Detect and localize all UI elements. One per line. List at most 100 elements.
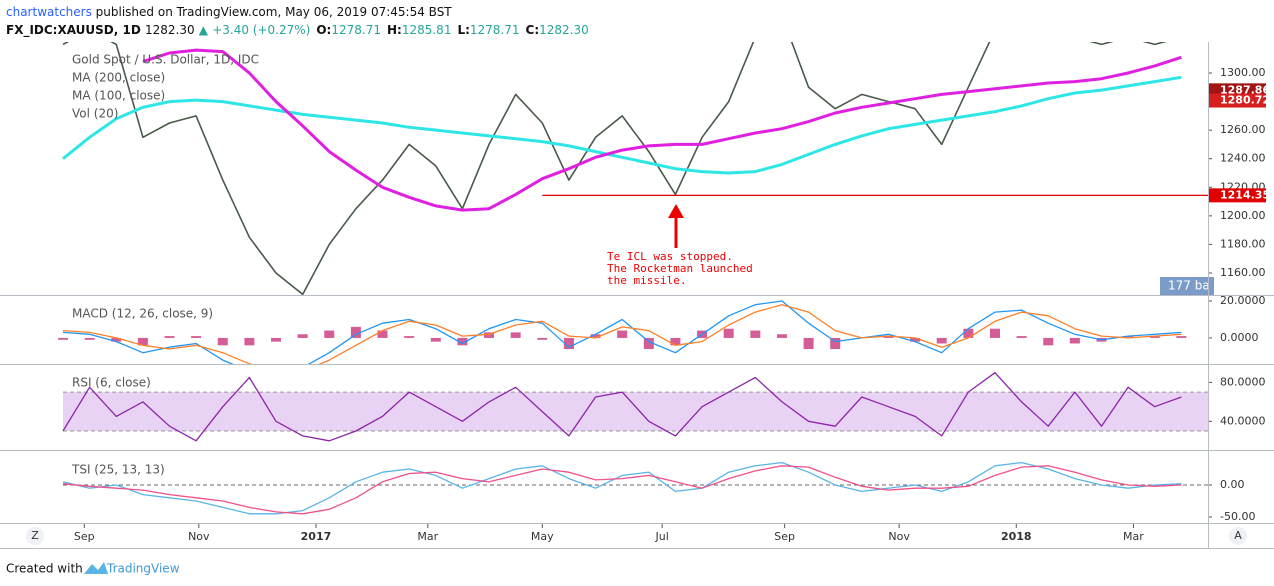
histogram-bar [510, 332, 521, 338]
x-tick-label: Mar [1123, 530, 1144, 543]
y-tick-label: 1180.00 [1220, 237, 1266, 250]
ohlc-value: 1282.30 [539, 23, 589, 37]
histogram-bar [670, 337, 681, 346]
panel-title: Gold Spot / U.S. Dollar, 1D, IDC [72, 53, 259, 67]
ohlc-value: 1278.71 [331, 23, 381, 37]
panel-title: MACD (12, 26, close, 9) [72, 307, 213, 321]
histogram-bar [271, 337, 282, 342]
histogram-bar [324, 330, 335, 338]
panel [58, 300, 1187, 364]
histogram-bar [963, 328, 974, 338]
histogram-bar [191, 336, 202, 338]
series-line [142, 48, 1182, 212]
panel [62, 461, 1208, 515]
x-tick-label: Mar [417, 530, 438, 543]
ohlc-label: O: [316, 23, 331, 37]
rsi-band [63, 392, 1208, 432]
ohlc-value: 1278.71 [470, 23, 520, 37]
histogram-bar [563, 337, 574, 350]
y-tick-label: 1300.00 [1220, 66, 1266, 79]
footer-brand[interactable]: TradingView [106, 562, 180, 576]
y-tick-label: 1160.00 [1220, 266, 1266, 279]
panel [62, 372, 1208, 442]
histogram-bar [723, 328, 734, 338]
histogram-bar [590, 334, 601, 338]
histogram-bar [377, 330, 388, 338]
auto-button-label[interactable]: A [1234, 529, 1242, 542]
y-tick-label: -50.00 [1220, 510, 1255, 523]
histogram-bar [936, 337, 947, 344]
series-line [62, 300, 1182, 364]
histogram-bar [484, 332, 495, 338]
ohlc-value: 1285.81 [402, 23, 452, 37]
series-line [62, 304, 1182, 364]
y-tick-label: 1260.00 [1220, 123, 1266, 136]
ohlc: O:1278.71 H:1285.81 L:1278.71 C:1282.30 [316, 23, 588, 37]
series-line [62, 461, 1182, 515]
price-tag-label: 1214.35 [1220, 188, 1270, 201]
zoom-button-label[interactable]: Z [31, 529, 39, 542]
x-tick-label: 2018 [1001, 530, 1032, 543]
y-tick-label: 20.0000 [1220, 294, 1266, 307]
histogram-bar [244, 337, 255, 346]
histogram-bar [643, 337, 654, 350]
histogram-bar [1043, 337, 1054, 346]
histogram-bar [803, 337, 814, 350]
y-tick-label: 1200.00 [1220, 209, 1266, 222]
histogram-bar [1123, 336, 1134, 338]
histogram-bar [350, 326, 361, 338]
histogram-bar [776, 334, 787, 338]
x-tick-label: Nov [188, 530, 210, 543]
header: chartwatchers published on TradingView.c… [6, 5, 452, 19]
ohlc-label: C: [526, 23, 540, 37]
histogram-bar [910, 337, 921, 342]
histogram-bar [137, 337, 148, 346]
histogram-bar [617, 330, 628, 338]
footer-text: Created with [6, 562, 83, 576]
series-line [62, 75, 1182, 175]
histogram-bar [537, 337, 548, 340]
bar-count-badge [1160, 277, 1214, 295]
user[interactable]: chartwatchers [6, 5, 92, 19]
legend-entry: MA (200, close) [72, 71, 165, 85]
series-line [62, 42, 1167, 295]
x-tick-label: May [531, 530, 554, 543]
last: 1282.30 [145, 23, 195, 37]
histogram-bar [111, 337, 122, 342]
histogram-bar [430, 337, 441, 342]
ohlc-label: H: [387, 23, 402, 37]
zoom-button[interactable] [26, 527, 44, 545]
annotation: Te ICL was stopped. [607, 250, 733, 263]
x-tick-label: Nov [888, 530, 910, 543]
change: +3.40 (+0.27%) [212, 23, 310, 37]
price-tag [1208, 93, 1266, 108]
x-tick-label: Sep [74, 530, 95, 543]
price-tag-label: 1280.72 [1220, 94, 1270, 107]
x-tick-label: Jul [654, 530, 668, 543]
histogram-bar [1176, 336, 1187, 338]
legend-entry: MA (100, close) [72, 89, 165, 103]
legend-entry: Vol (20) [72, 107, 118, 121]
y-tick-label: 40.0000 [1220, 414, 1266, 427]
price-tag-label: 1287.86 [1220, 83, 1270, 96]
arrow-head [668, 204, 684, 218]
histogram-bar [989, 328, 1000, 338]
series-line [62, 465, 1182, 515]
y-tick-label: 0.0000 [1220, 331, 1259, 344]
histogram-bar [84, 337, 95, 340]
bar-count-label: 177 ba [1168, 279, 1210, 293]
symbol-line: FX_IDC:XAUUSD, 1D 1282.30 ▲ +3.40 (+0.27… [6, 23, 589, 38]
brand-logo [84, 562, 108, 574]
histogram-bar [750, 330, 761, 338]
auto-button[interactable] [1229, 527, 1247, 545]
histogram-bar [297, 334, 308, 338]
up-arrow: ▲ [199, 23, 209, 37]
panel-title: RSI (6, close) [72, 376, 151, 390]
x-tick-label: Sep [774, 530, 795, 543]
histogram-bar [1016, 336, 1027, 338]
series-line [62, 372, 1182, 442]
histogram-bar [217, 337, 228, 346]
y-tick-label: 80.0000 [1220, 375, 1266, 388]
